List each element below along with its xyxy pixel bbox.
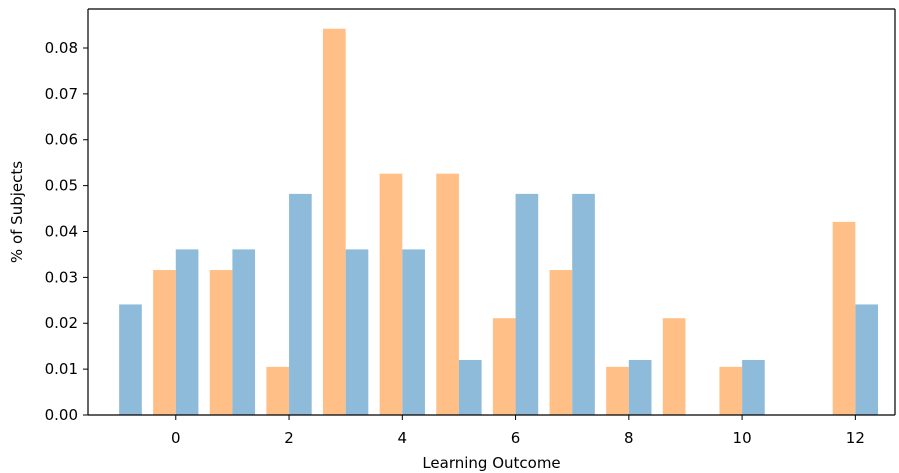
bar-series-0-x-6: [492, 318, 516, 415]
y-axis-label: % of Subjects: [8, 161, 26, 263]
bar-series-1-x-7: [572, 193, 595, 415]
x-tick-label: 0: [171, 429, 181, 447]
bar-series-0-x-4: [379, 173, 403, 415]
bar-series-1-x-5: [458, 359, 482, 415]
bar-series-0-x-8: [606, 366, 629, 415]
bar-series-0-x-0: [153, 270, 176, 415]
bar-series-0-x-9: [662, 318, 686, 415]
bar-series-1-x--1: [119, 304, 142, 415]
bar-series-1-x-12: [855, 304, 879, 415]
x-tick-label: 4: [398, 429, 408, 447]
bar-series-0-x-10: [719, 366, 743, 415]
bar-series-0-x-12: [832, 221, 856, 415]
y-tick-label: 0.02: [45, 314, 78, 332]
y-tick-label: 0.01: [45, 360, 78, 378]
y-tick-label: 0.00: [45, 406, 78, 424]
x-tick-label: 2: [284, 429, 294, 447]
y-tick-label: 0.06: [45, 131, 78, 149]
bar-series-1-x-10: [742, 359, 765, 415]
bar-series-0-x-7: [549, 270, 573, 415]
bar-series-1-x-8: [628, 359, 652, 415]
bars-group: [119, 28, 879, 415]
y-tick-label: 0.04: [45, 222, 78, 240]
bar-series-1-x-4: [402, 249, 425, 415]
bar-series-1-x-6: [515, 193, 539, 415]
bar-series-0-x-3: [323, 28, 346, 415]
bar-series-1-x-2: [289, 193, 312, 415]
bar-series-0-x-2: [266, 366, 290, 415]
bar-series-1-x-1: [232, 249, 256, 415]
y-tick-label: 0.08: [45, 39, 78, 57]
bar-series-1-x-3: [345, 249, 369, 415]
x-tick-label: 12: [846, 429, 865, 447]
y-tick-label: 0.07: [45, 85, 78, 103]
bar-series-1-x-0: [175, 249, 199, 415]
x-tick-label: 6: [511, 429, 521, 447]
y-tick-label: 0.05: [45, 177, 78, 195]
bar-series-0-x-1: [209, 270, 233, 415]
x-ticks-group: 0 2 4 6 8 10 12: [171, 415, 865, 447]
x-tick-label: 8: [624, 429, 634, 447]
y-ticks-group: 0.00 0.01 0.02 0.03 0.04 0.05 0.06 0.07 0.08: [45, 39, 88, 424]
x-axis-label: Learning Outcome: [422, 454, 560, 472]
y-tick-label: 0.03: [45, 268, 78, 286]
bar-series-0-x-5: [436, 173, 459, 415]
x-tick-label: 10: [733, 429, 752, 447]
